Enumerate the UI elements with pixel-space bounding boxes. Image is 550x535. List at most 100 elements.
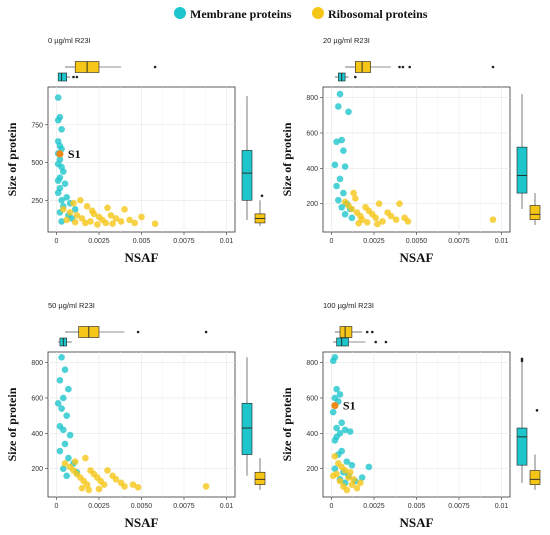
data-point bbox=[112, 215, 120, 222]
data-point bbox=[357, 479, 364, 487]
y-tick-label: 600 bbox=[306, 395, 318, 402]
data-point bbox=[333, 424, 340, 432]
data-point bbox=[78, 484, 86, 492]
data-point bbox=[102, 219, 110, 227]
outlier-point bbox=[153, 65, 157, 69]
y-axis-label: Size of protein bbox=[5, 387, 19, 461]
data-point bbox=[56, 376, 64, 384]
x-tick-label: 0.0050 bbox=[131, 503, 153, 510]
x-tick-label: 0.005 bbox=[408, 503, 426, 510]
right-boxplot-ribosomal-proteins bbox=[529, 193, 541, 225]
data-point bbox=[387, 212, 395, 220]
series-ribosomal-proteins bbox=[329, 453, 364, 494]
data-point bbox=[331, 161, 339, 169]
data-point bbox=[358, 474, 366, 481]
data-point bbox=[355, 219, 362, 227]
data-point bbox=[60, 465, 67, 473]
outlier-point bbox=[535, 409, 539, 412]
data-point bbox=[61, 366, 69, 373]
data-point bbox=[353, 484, 361, 492]
box bbox=[339, 326, 353, 338]
outlier-point bbox=[384, 340, 388, 344]
data-point bbox=[348, 214, 356, 222]
panel-title: 100 µg/ml R23I bbox=[323, 301, 374, 310]
data-point bbox=[58, 125, 65, 133]
outlier-point bbox=[75, 75, 79, 79]
data-point bbox=[129, 481, 137, 488]
outlier-point bbox=[398, 65, 401, 69]
data-point bbox=[73, 212, 81, 219]
data-point bbox=[66, 209, 74, 216]
panel-title: 20 µg/ml R23I bbox=[323, 36, 370, 45]
data-point bbox=[58, 405, 65, 412]
x-tick-label: 0.0025 bbox=[363, 238, 385, 245]
x-tick-label: 0 bbox=[55, 503, 59, 510]
data-point bbox=[58, 218, 65, 225]
x-tick-label: 0.0025 bbox=[88, 238, 110, 245]
data-point bbox=[85, 486, 93, 494]
data-point bbox=[396, 200, 403, 208]
panel-4: 100 µg/ml R23I 0 0.0025 0.005 0.0075 0.01 200 4… bbox=[280, 301, 541, 530]
box bbox=[516, 427, 528, 466]
x-tick-label: 0 bbox=[330, 503, 334, 510]
right-boxplot-ribosomal-proteins bbox=[254, 458, 266, 490]
panel-title: 50 µg/ml R23I bbox=[48, 301, 95, 310]
data-point bbox=[329, 408, 337, 416]
y-axis-label: Size of protein bbox=[5, 122, 19, 196]
y-tick-label: 200 bbox=[306, 466, 318, 473]
data-point bbox=[340, 189, 347, 197]
data-point bbox=[61, 180, 69, 187]
outlier-point bbox=[520, 359, 524, 363]
data-point bbox=[338, 203, 345, 211]
series-highlight bbox=[56, 150, 64, 158]
panels: 0 µg/ml R23I 0 0.0025 0.005 0.0075 0.01 250 500… bbox=[5, 36, 541, 530]
data-point bbox=[95, 485, 103, 493]
top-boxplot-ribosomal-proteins bbox=[65, 326, 208, 338]
data-point bbox=[58, 354, 65, 361]
series-ribosomal-proteins bbox=[341, 189, 497, 228]
x-axis-label: NSAF bbox=[125, 250, 159, 265]
box bbox=[336, 337, 349, 347]
data-point bbox=[333, 138, 340, 146]
data-point bbox=[71, 458, 79, 465]
right-boxplot-membrane-proteins bbox=[516, 357, 528, 483]
data-point bbox=[331, 437, 339, 444]
gridlines bbox=[48, 352, 235, 497]
data-point bbox=[54, 399, 62, 407]
series-ribosomal-proteins bbox=[61, 454, 210, 494]
box bbox=[241, 402, 253, 455]
data-point bbox=[82, 219, 89, 227]
x-tick-label: 0.01 bbox=[220, 503, 234, 510]
outlier-point bbox=[72, 75, 75, 79]
data-point bbox=[63, 412, 70, 419]
y-tick-label: 400 bbox=[31, 431, 43, 438]
data-point bbox=[365, 463, 373, 471]
data-point bbox=[83, 203, 91, 210]
data-point bbox=[61, 460, 69, 467]
data-point bbox=[379, 218, 386, 225]
data-point bbox=[341, 426, 349, 434]
series-highlight bbox=[331, 401, 339, 410]
y-tick-label: 400 bbox=[306, 166, 318, 173]
x-tick-label: 0.0025 bbox=[88, 503, 110, 510]
data-point bbox=[94, 221, 101, 228]
data-point bbox=[335, 103, 342, 110]
panel-title: 0 µg/ml R23I bbox=[48, 36, 91, 45]
x-axis-label: NSAF bbox=[125, 515, 159, 530]
data-point bbox=[343, 458, 351, 465]
x-tick-label: 0.01 bbox=[495, 238, 509, 245]
y-tick-label: 750 bbox=[31, 122, 43, 129]
panel-1: 0 µg/ml R23I 0 0.0025 0.005 0.0075 0.01 250 500… bbox=[5, 36, 266, 265]
data-point bbox=[336, 477, 344, 485]
data-point bbox=[151, 220, 159, 227]
x-tick-label: 0 bbox=[55, 238, 59, 245]
data-point bbox=[61, 440, 69, 448]
legend-label-ribosomal: Ribosomal proteins bbox=[328, 7, 428, 21]
highlight-point bbox=[331, 401, 339, 410]
data-point bbox=[338, 419, 345, 427]
data-point bbox=[71, 206, 79, 213]
data-point bbox=[333, 385, 340, 393]
data-point bbox=[348, 481, 356, 488]
data-point bbox=[70, 200, 77, 207]
